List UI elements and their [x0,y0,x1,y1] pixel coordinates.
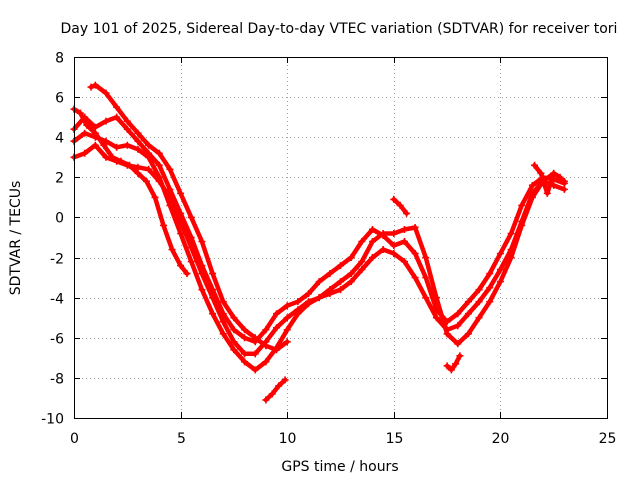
series-track-4 [87,81,291,354]
y-tick-label: -2 [50,252,64,268]
y-tick-label: -8 [50,372,64,388]
data-points [70,81,568,404]
series-trace [532,163,563,196]
y-tick-label: 0 [55,211,64,227]
x-axis-label: GPS time / hours [281,459,398,475]
series-track-5 [70,105,191,278]
y-axis-label: SDTVAR / TECUs [8,181,24,296]
series-trace [71,130,567,373]
x-tick-label: 0 [70,431,79,447]
series-track-7 [443,352,464,374]
chart-title: Day 101 of 2025, Sidereal Day-to-day VTE… [61,21,618,37]
y-tick-label: -6 [50,332,64,348]
y-tick-label: 2 [55,171,64,187]
series-trace [88,82,290,353]
y-tick-label: 8 [55,51,64,67]
plot-frame [74,57,608,419]
x-tick-label: 15 [386,431,404,447]
series-trace [444,353,463,373]
y-tick-label: -10 [41,412,64,428]
series-track-6 [262,376,289,404]
x-tick-label: 25 [599,431,617,447]
x-tick-label: 20 [492,431,510,447]
series-trace [71,114,567,345]
series-trace [263,377,288,403]
y-tick-label: -4 [50,292,64,308]
series-trace [71,106,190,276]
series-track-9 [531,161,564,197]
series-trace [391,197,409,216]
y-tick-label: 4 [55,131,64,147]
x-tick-label: 10 [279,431,297,447]
series-track-8 [390,195,411,217]
y-tick-label: 6 [55,91,64,107]
x-axis-ticks: 0 5 10 15 20 25 [70,57,616,447]
x-tick-label: 5 [177,431,186,447]
y-axis-ticks: -10 -8 -6 -4 -2 0 2 4 6 8 [41,51,607,428]
